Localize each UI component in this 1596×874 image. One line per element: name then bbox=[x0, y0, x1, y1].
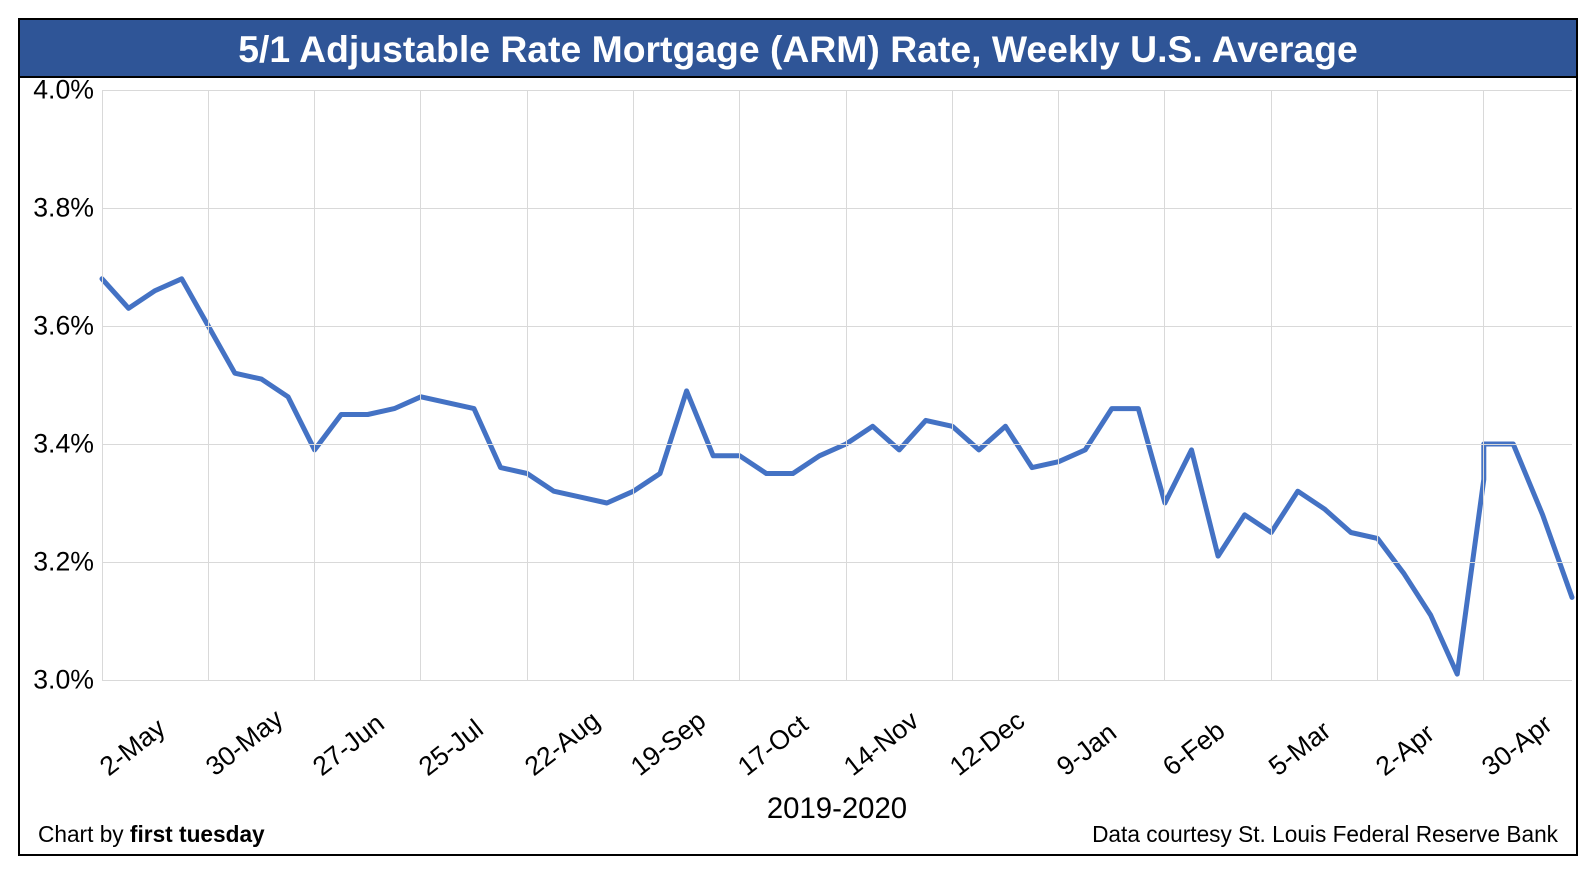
y-tick-label: 4.0% bbox=[24, 75, 94, 106]
y-tick-label: 3.4% bbox=[24, 429, 94, 460]
x-tick-label: 12-Dec bbox=[944, 705, 1031, 782]
y-tick-label: 3.6% bbox=[24, 311, 94, 342]
x-tick-label: 27-Jun bbox=[307, 708, 390, 783]
plot-area bbox=[102, 90, 1572, 680]
grid-line-v bbox=[846, 90, 847, 680]
x-tick-label: 22-Aug bbox=[519, 705, 606, 782]
grid-line-h bbox=[102, 680, 1572, 681]
grid-line-v bbox=[1483, 90, 1484, 680]
footer-right-text: Data courtesy St. Louis Federal Reserve … bbox=[1092, 821, 1558, 847]
grid-line-v bbox=[633, 90, 634, 680]
y-tick-label: 3.0% bbox=[24, 665, 94, 696]
footer-left-prefix: Chart by bbox=[38, 821, 130, 847]
grid-line-v bbox=[1271, 90, 1272, 680]
x-tick-label: 30-May bbox=[200, 703, 289, 782]
x-tick-label: 6-Feb bbox=[1157, 715, 1231, 782]
x-tick-label: 9-Jan bbox=[1051, 717, 1123, 782]
grid-line-v bbox=[208, 90, 209, 680]
x-tick-label: 2-May bbox=[94, 712, 171, 782]
x-tick-label: 14-Nov bbox=[838, 705, 925, 782]
grid-line-h bbox=[102, 208, 1572, 209]
footer-left: Chart by first tuesday bbox=[38, 821, 265, 848]
x-tick-label: 17-Oct bbox=[732, 709, 814, 783]
x-axis-title-text: 2019-2020 bbox=[767, 792, 907, 825]
grid-line-v bbox=[102, 90, 103, 680]
chart-title: 5/1 Adjustable Rate Mortgage (ARM) Rate,… bbox=[20, 20, 1576, 78]
grid-line-v bbox=[314, 90, 315, 680]
x-tick-label: 19-Sep bbox=[625, 705, 712, 782]
footer-left-bold: first tuesday bbox=[130, 821, 265, 847]
grid-line-v bbox=[420, 90, 421, 680]
grid-line-h bbox=[102, 326, 1572, 327]
y-tick-label: 3.8% bbox=[24, 193, 94, 224]
y-tick-label: 3.2% bbox=[24, 547, 94, 578]
x-tick-label: 25-Jul bbox=[413, 713, 489, 782]
chart-frame: 5/1 Adjustable Rate Mortgage (ARM) Rate,… bbox=[18, 18, 1578, 856]
footer-right: Data courtesy St. Louis Federal Reserve … bbox=[1092, 821, 1558, 848]
x-tick-label: 5-Mar bbox=[1263, 715, 1337, 782]
arm-rate-line bbox=[102, 279, 1572, 674]
grid-line-v bbox=[1164, 90, 1165, 680]
grid-line-h bbox=[102, 90, 1572, 91]
x-tick-label: 2-Apr bbox=[1370, 718, 1440, 783]
x-tick-label: 30-Apr bbox=[1476, 709, 1558, 783]
line-series bbox=[102, 90, 1572, 680]
grid-line-h bbox=[102, 562, 1572, 563]
grid-line-v bbox=[952, 90, 953, 680]
grid-line-v bbox=[1058, 90, 1059, 680]
grid-line-v bbox=[739, 90, 740, 680]
grid-line-h bbox=[102, 444, 1572, 445]
grid-line-v bbox=[527, 90, 528, 680]
chart-title-text: 5/1 Adjustable Rate Mortgage (ARM) Rate,… bbox=[238, 28, 1357, 70]
grid-line-v bbox=[1377, 90, 1378, 680]
